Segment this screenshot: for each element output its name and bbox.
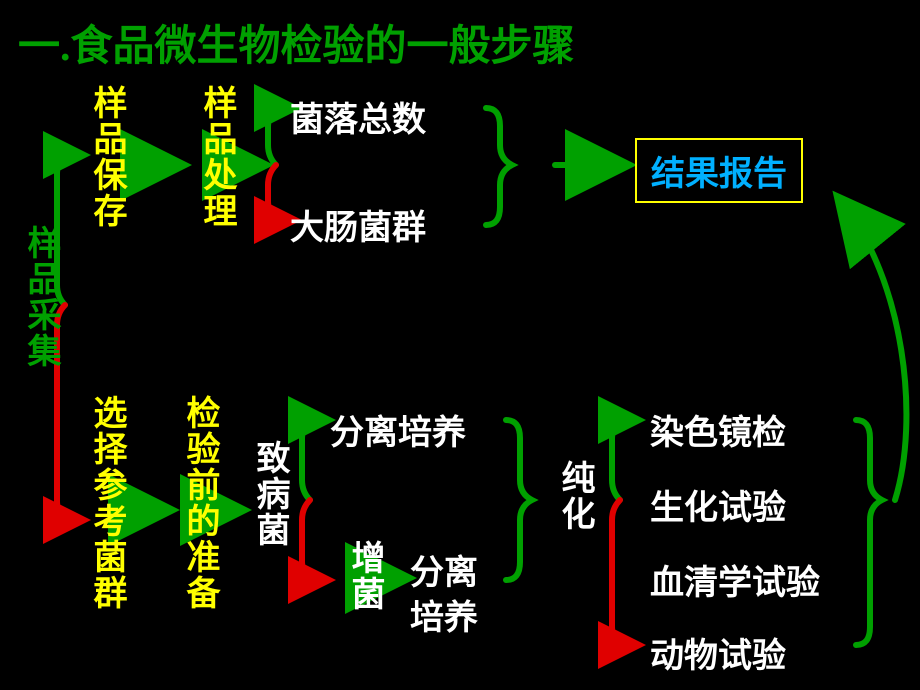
brace-purify-out-bot [612,500,634,645]
node-result_report: 结果报告 [635,138,803,203]
brace-pathogen-out-top [302,420,324,500]
node-stain_microscopy: 染色镜检 [650,405,786,454]
node-pathogen: 致病菌 [245,440,294,548]
node-select_ref: 选择参考菌群 [82,395,131,611]
brace-count-coliform [486,108,512,225]
node-serology_test: 血清学试验 [650,555,820,604]
node-animal_test: 动物试验 [650,628,786,677]
page-title: 一.食品微生物检验的一般步骤 [18,12,575,73]
brace-process-out-bot [268,165,290,220]
node-purify: 纯化 [550,460,599,532]
brace-isolates [506,420,532,580]
brace-pathogen-out-bot [302,500,324,580]
node-enrich: 增菌 [340,540,389,612]
node-colony_count: 菌落总数 [290,92,426,141]
node-pre_test_prep: 检验前的准备 [175,395,224,611]
brace-tests [856,420,882,645]
node-sample_process: 样品处理 [192,85,241,229]
node-sample_collect: 样品采集 [16,225,65,369]
node-isolate_culture2_b: 培养 [410,590,478,639]
curve-report-to-tests [840,200,906,500]
node-isolate_culture2_a: 分离 [410,545,478,594]
node-biochem_test: 生化试验 [650,480,786,529]
node-sample_preserve: 样品保存 [82,85,131,229]
brace-process-out-top [268,108,290,165]
brace-purify-out-top [612,420,634,500]
node-isolate_culture1: 分离培养 [330,405,466,454]
node-coliform: 大肠菌群 [290,200,426,249]
